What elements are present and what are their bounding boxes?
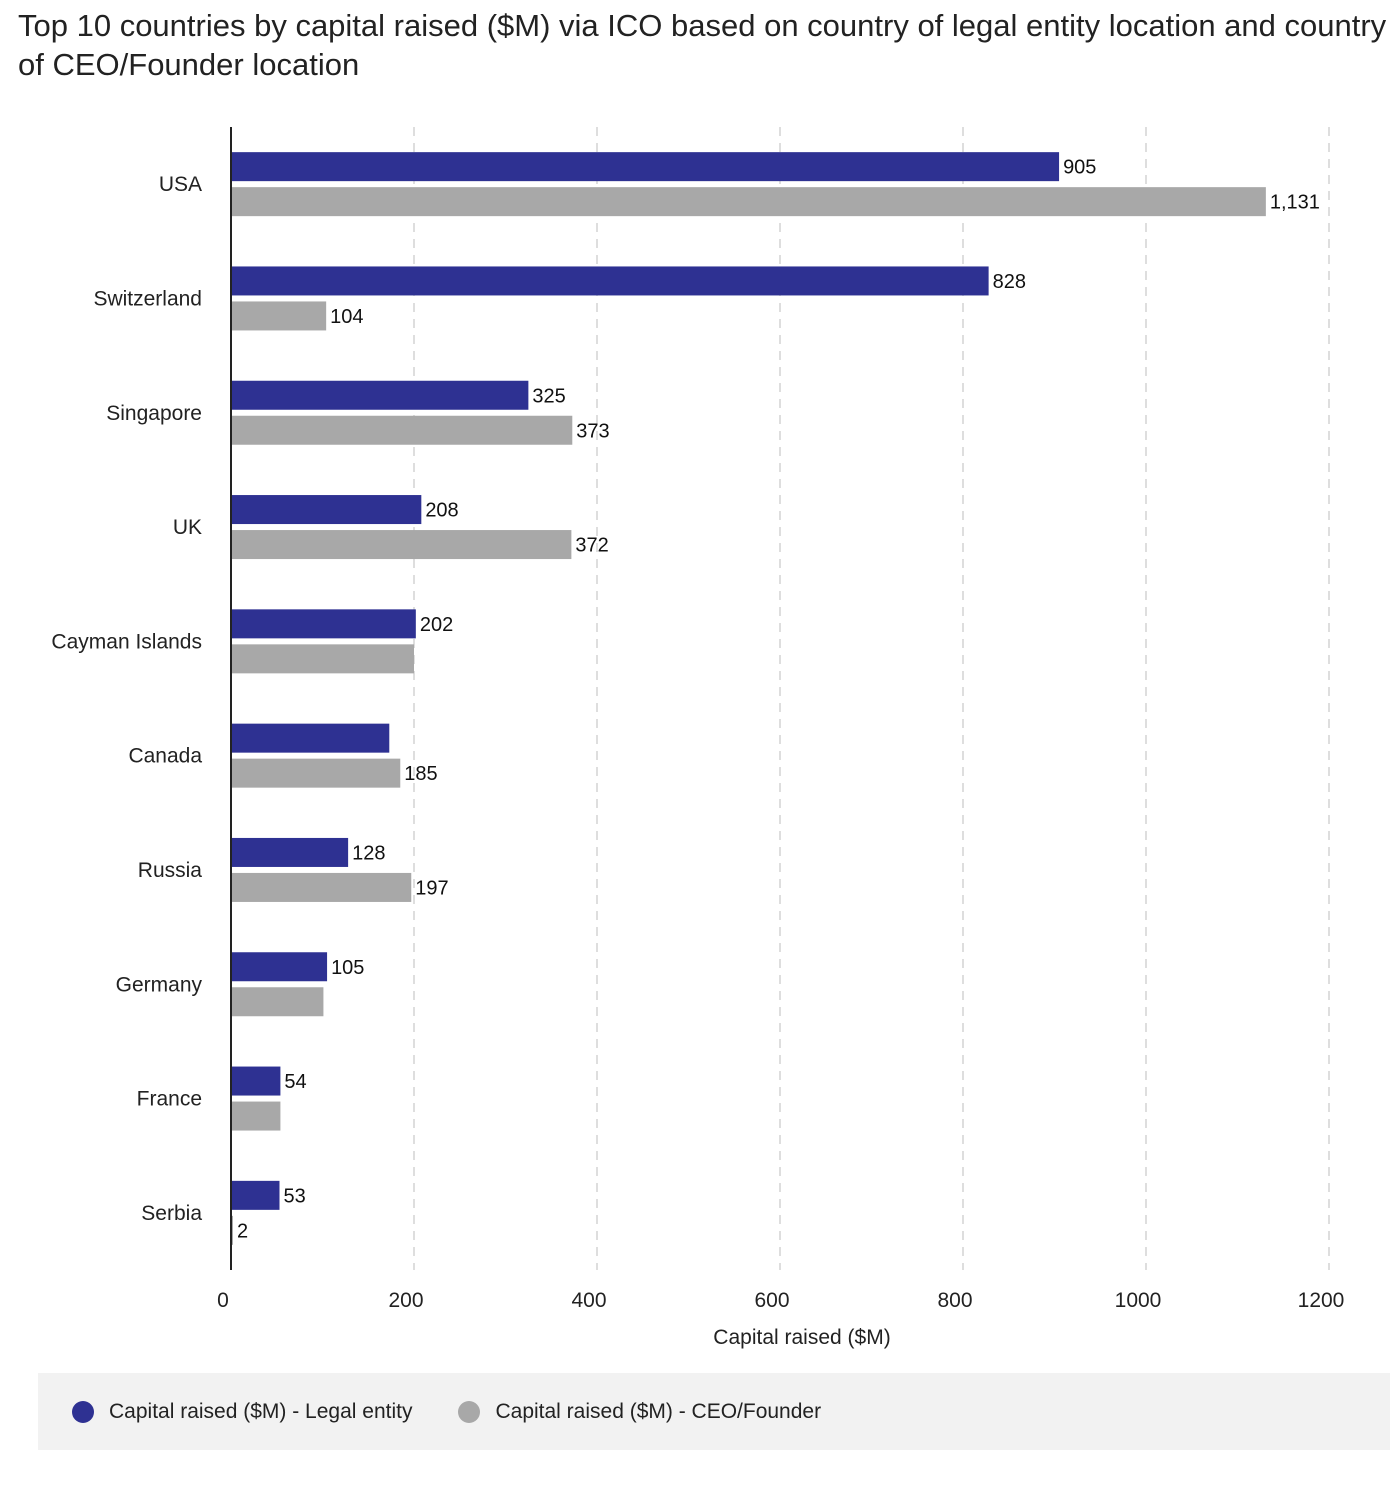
bar[interactable]	[231, 872, 412, 902]
bar[interactable]	[231, 987, 324, 1017]
data-label: 905	[1063, 157, 1096, 179]
legend-label-ceo-founder: Capital raised ($M) - CEO/Founder	[495, 1399, 822, 1423]
data-label: 828	[993, 271, 1026, 293]
chart-title: Top 10 countries by capital raised ($M) …	[18, 8, 1387, 82]
bar[interactable]	[231, 415, 573, 445]
data-label: 197	[415, 877, 448, 899]
bar[interactable]	[231, 187, 1266, 217]
data-label: 54	[284, 1071, 306, 1093]
bar[interactable]	[231, 530, 572, 560]
x-axis-title: Capital raised ($M)	[713, 1326, 890, 1349]
category-labels: USA Switzerland Singapore UK Cayman Islands C…	[51, 173, 202, 1225]
bar[interactable]	[231, 952, 328, 982]
legend-swatch-ceo-founder	[458, 1400, 481, 1423]
x-tick-label: 0	[217, 1289, 229, 1312]
bar[interactable]	[231, 495, 422, 525]
legend-item-legal-entity[interactable]: Capital raised ($M) - Legal entity	[72, 1400, 412, 1424]
category-label: France	[137, 1088, 202, 1111]
grid-lines	[413, 127, 1330, 1270]
data-label: 105	[331, 957, 364, 979]
legend-item-ceo-founder[interactable]: Capital raised ($M) - CEO/Founder	[458, 1400, 821, 1424]
data-label: 128	[352, 842, 385, 864]
data-labels: 905 1,131 828 104 325 373 208 372 202 185 128 197 10…	[237, 157, 1320, 1243]
category-label: Cayman Islands	[51, 630, 202, 653]
x-tick-label: 200	[388, 1289, 423, 1312]
bar[interactable]	[231, 1066, 281, 1096]
category-label: Canada	[128, 745, 202, 768]
data-label: 372	[575, 535, 608, 557]
category-label: USA	[159, 173, 202, 196]
bar[interactable]	[231, 1180, 280, 1210]
x-tick-label: 1000	[1115, 1289, 1162, 1312]
x-tick-label: 600	[754, 1289, 789, 1312]
data-label: 202	[420, 614, 453, 636]
bar[interactable]	[231, 1101, 281, 1131]
bars	[231, 152, 1266, 1245]
bar[interactable]	[231, 723, 390, 753]
category-label: Serbia	[141, 1202, 202, 1225]
bar[interactable]	[231, 266, 989, 296]
x-tick-label: 400	[571, 1289, 606, 1312]
data-label: 53	[283, 1185, 305, 1207]
data-label: 208	[425, 500, 458, 522]
bar[interactable]	[231, 152, 1060, 182]
data-label: 104	[330, 306, 363, 328]
bar[interactable]	[231, 301, 327, 331]
category-label: Russia	[138, 859, 203, 882]
bar[interactable]	[231, 609, 416, 639]
data-label: 185	[404, 763, 437, 785]
data-label: 325	[532, 385, 565, 407]
category-label: UK	[173, 516, 202, 539]
data-label: 373	[576, 420, 609, 442]
x-tick-label: 1200	[1298, 1289, 1345, 1312]
bar[interactable]	[231, 837, 349, 867]
bar[interactable]	[231, 644, 414, 674]
x-tick-labels: 0 200 400 600 800 1000 1200	[217, 1289, 1344, 1312]
legend: Capital raised ($M) - Legal entity Capit…	[38, 1373, 1390, 1450]
category-label: Germany	[116, 973, 203, 996]
bar[interactable]	[231, 380, 529, 410]
data-label: 1,131	[1270, 192, 1320, 214]
x-tick-label: 800	[937, 1289, 972, 1312]
bar[interactable]	[231, 758, 401, 788]
data-label: 2	[237, 1220, 248, 1242]
legend-label-legal-entity: Capital raised ($M) - Legal entity	[109, 1399, 413, 1423]
category-label: Switzerland	[93, 287, 202, 310]
category-label: Singapore	[106, 402, 202, 425]
legend-swatch-legal-entity	[72, 1400, 94, 1423]
